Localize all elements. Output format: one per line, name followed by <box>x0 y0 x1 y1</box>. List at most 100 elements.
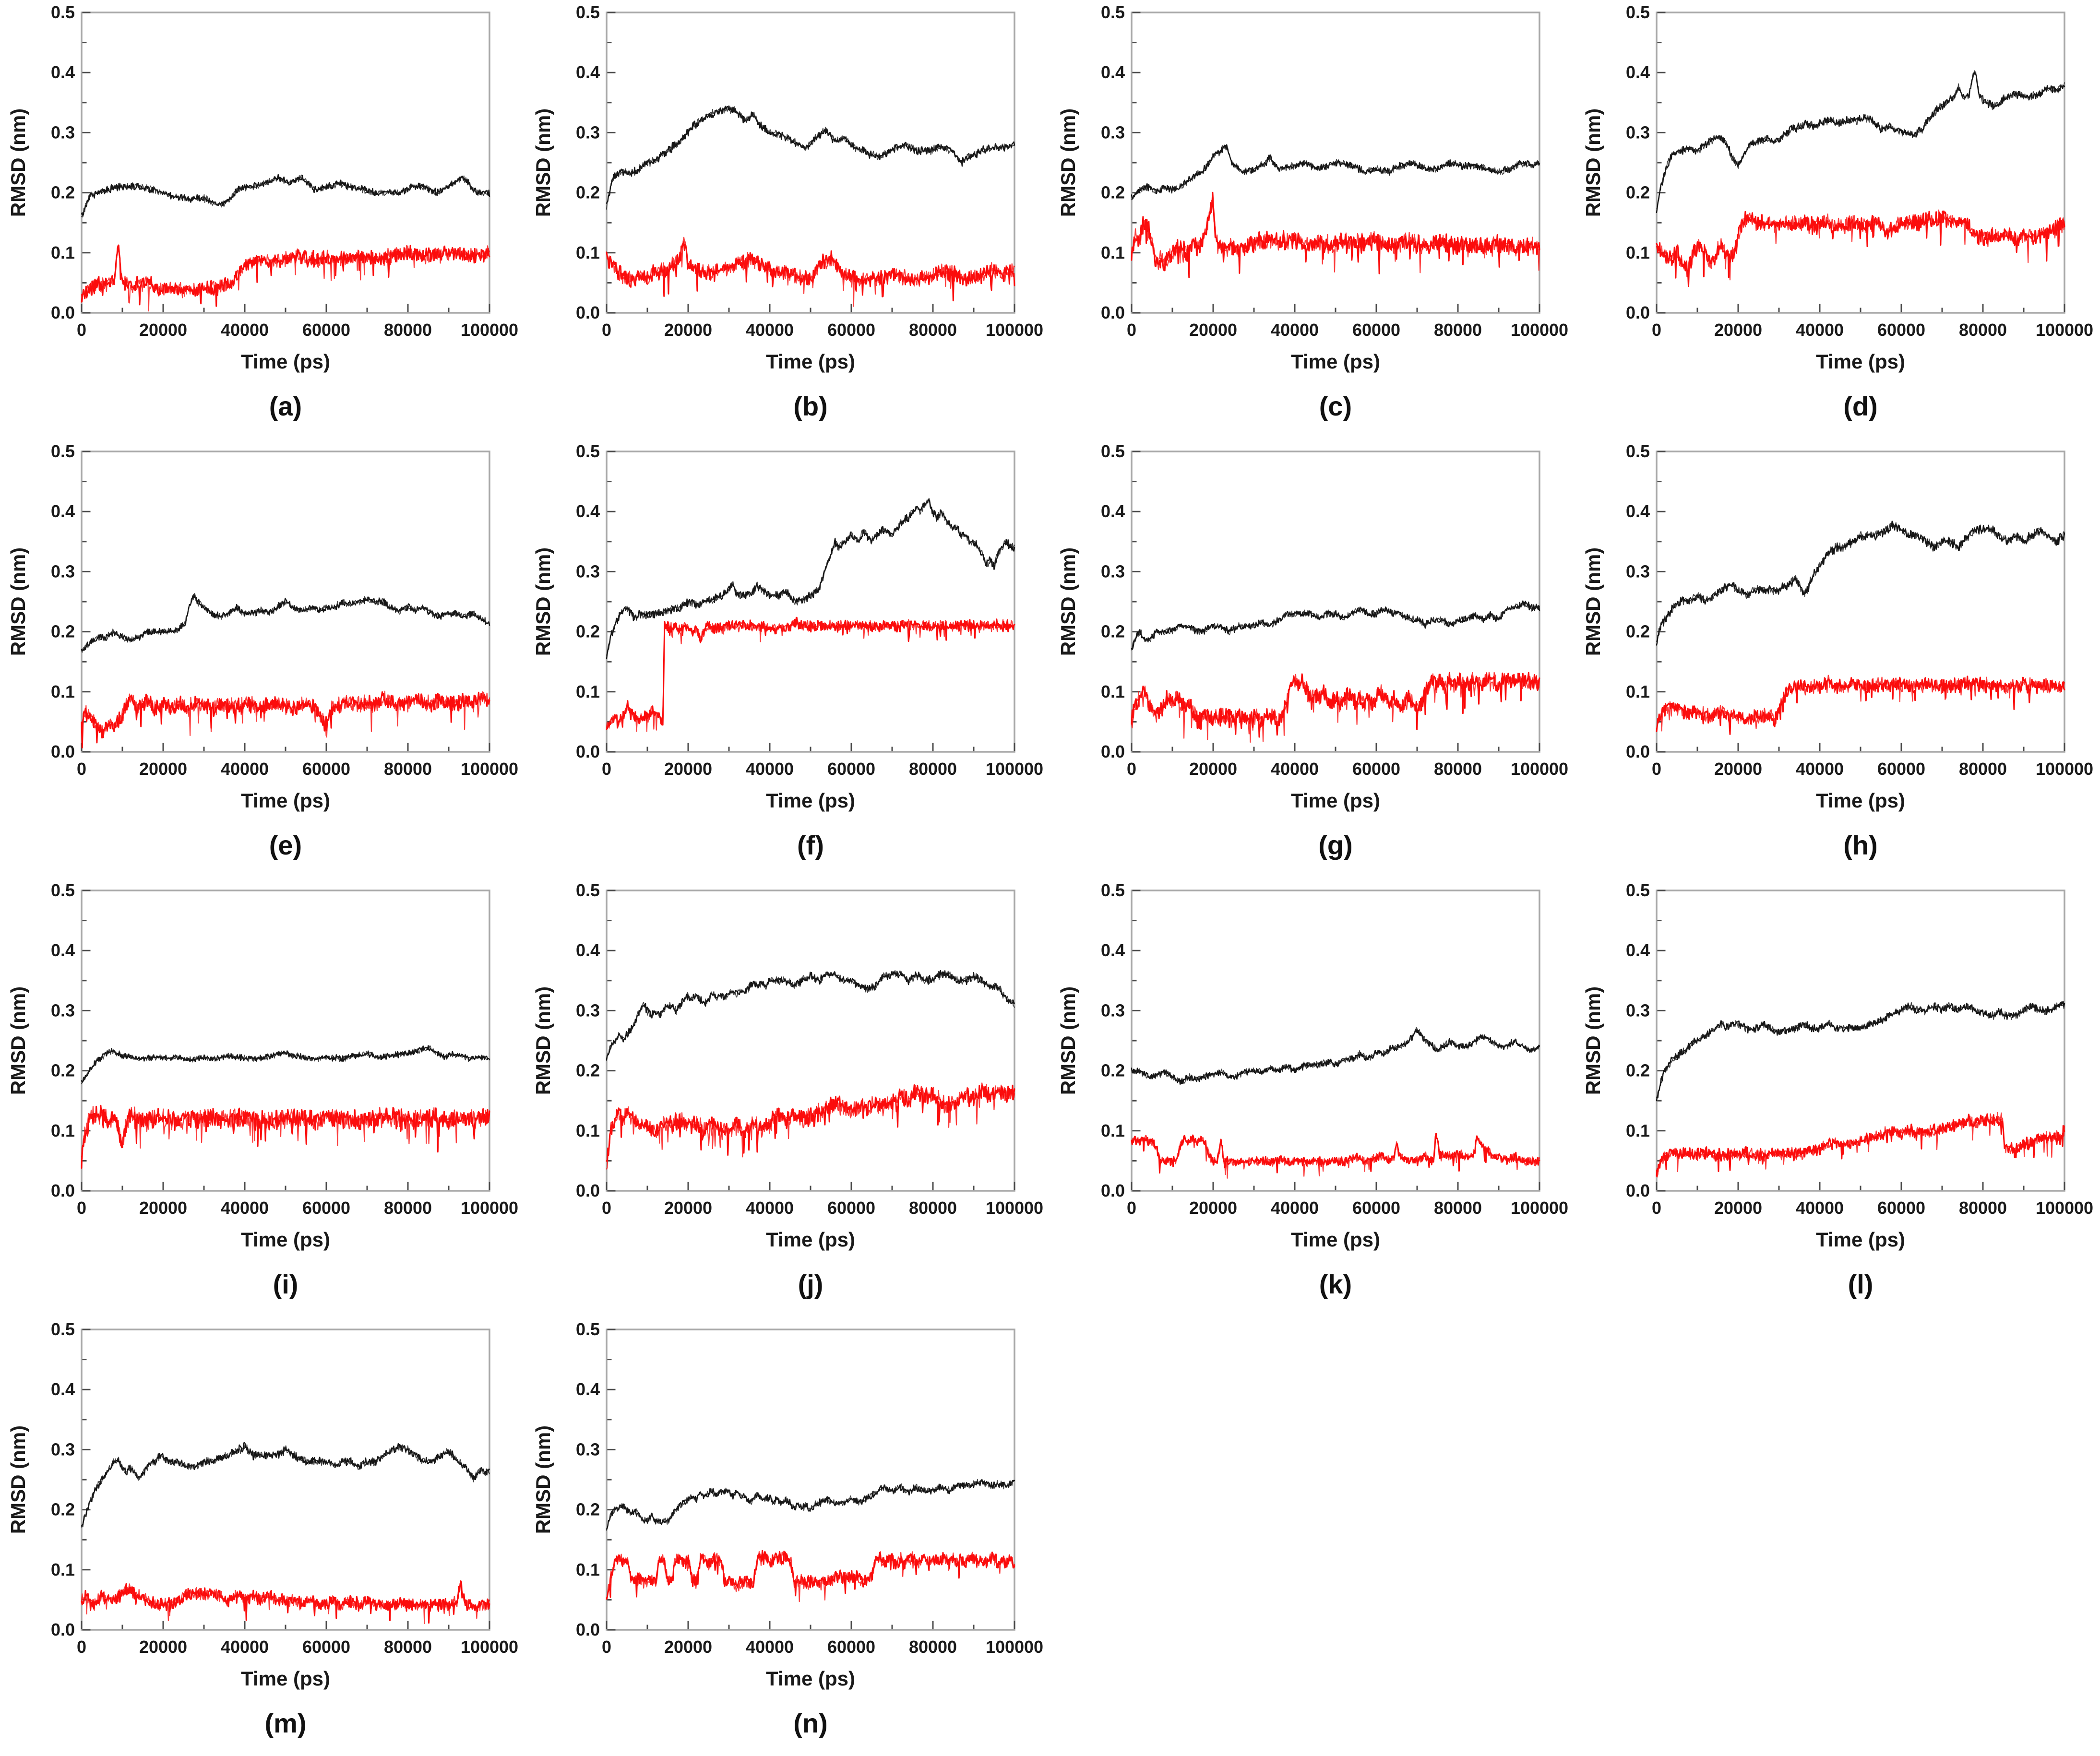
series-red <box>606 1551 1015 1602</box>
x-axis-tick-label: 100000 <box>2036 759 2093 779</box>
y-axis-tick-label: 0.3 <box>51 1000 75 1020</box>
y-axis-tick-label: 0.5 <box>1626 2 1650 22</box>
y-axis-tick-label: 0.5 <box>51 2 75 22</box>
series-black <box>1131 144 1540 200</box>
y-axis-tick-label: 0.0 <box>1101 742 1125 761</box>
x-axis-tick-label: 60000 <box>1352 759 1400 779</box>
chart-panel-g: 0.0 0.1 0.2 0.3 0.4 0.5 0 20000 40000 60000 80000 1… <box>1050 439 1575 878</box>
y-axis-tick-label: 0.5 <box>51 441 75 461</box>
chart-svg-k: 0.0 0.1 0.2 0.3 0.4 0.5 0 20000 40000 60000 80000 1… <box>1057 880 1568 1299</box>
y-axis-tick-label: 0.3 <box>1101 561 1125 581</box>
y-axis-tick-label: 0.1 <box>1626 682 1650 701</box>
x-axis-tick-label: 80000 <box>909 1198 957 1218</box>
y-axis-label: RMSD (nm) <box>1057 547 1079 656</box>
x-axis-tick-label: 0 <box>1652 320 1661 340</box>
y-axis-tick-label: 0.1 <box>51 243 75 262</box>
plot-area <box>1131 451 1540 753</box>
series-red <box>606 1082 1015 1170</box>
x-axis-tick-label: 60000 <box>827 1198 875 1218</box>
series-red <box>81 1582 490 1625</box>
x-axis-tick-label: 0 <box>77 759 86 779</box>
x-axis-label: Time (ps) <box>766 789 855 812</box>
x-axis-tick-label: 80000 <box>384 759 432 779</box>
x-axis-tick-label: 20000 <box>664 320 712 340</box>
chart-svg-e: 0.0 0.1 0.2 0.3 0.4 0.5 0 20000 40000 60000 80000 1… <box>7 441 518 860</box>
y-axis-label: RMSD (nm) <box>532 986 554 1095</box>
y-axis-tick-label: 0.4 <box>1101 940 1125 960</box>
y-axis-tick-label: 0.4 <box>576 940 600 960</box>
x-axis-tick-label: 60000 <box>302 320 350 340</box>
x-axis-tick-label: 100000 <box>986 759 1043 779</box>
chart-svg-i: 0.0 0.1 0.2 0.3 0.4 0.5 0 20000 40000 60000 80000 1… <box>7 880 518 1299</box>
chart-svg-f: 0.0 0.1 0.2 0.3 0.4 0.5 0 20000 40000 60000 80000 1… <box>532 441 1043 860</box>
y-axis-tick-label: 0.5 <box>576 880 600 900</box>
plot-area <box>81 1329 490 1631</box>
x-axis-tick-label: 40000 <box>1796 759 1844 779</box>
x-axis-tick-label: 0 <box>1652 759 1661 779</box>
y-axis-tick-label: 0.0 <box>51 303 75 322</box>
chart-svg-m: 0.0 0.1 0.2 0.3 0.4 0.5 0 20000 40000 60000 80000 1… <box>7 1319 518 1738</box>
y-axis-label: RMSD (nm) <box>532 1425 554 1534</box>
x-axis-tick-label: 80000 <box>384 1198 432 1218</box>
panel-caption: (c) <box>1319 391 1352 421</box>
y-axis-tick-label: 0.5 <box>576 441 600 461</box>
x-axis-tick-label: 60000 <box>1877 759 1925 779</box>
x-axis-tick-label: 20000 <box>664 1637 712 1657</box>
y-axis-tick-label: 0.2 <box>1626 183 1650 202</box>
x-axis-tick-label: 100000 <box>461 320 518 340</box>
series-black <box>1656 1002 2065 1099</box>
series-black <box>606 105 1015 210</box>
chart-panel-k: 0.0 0.1 0.2 0.3 0.4 0.5 0 20000 40000 60000 80000 1… <box>1050 878 1575 1317</box>
chart-svg-j: 0.0 0.1 0.2 0.3 0.4 0.5 0 20000 40000 60000 80000 1… <box>532 880 1043 1299</box>
y-axis-tick-label: 0.3 <box>1626 1000 1650 1020</box>
y-axis-tick-label: 0.0 <box>51 1620 75 1639</box>
series-black <box>606 498 1015 656</box>
panel-caption: (i) <box>273 1269 298 1299</box>
x-axis-tick-label: 100000 <box>1511 759 1568 779</box>
x-axis-tick-label: 0 <box>77 1198 86 1218</box>
x-axis-tick-label: 20000 <box>1714 759 1762 779</box>
chart-panel-i: 0.0 0.1 0.2 0.3 0.4 0.5 0 20000 40000 60000 80000 1… <box>0 878 525 1317</box>
x-axis-tick-label: 60000 <box>827 759 875 779</box>
x-axis-tick-label: 0 <box>602 1198 611 1218</box>
y-axis-tick-label: 0.2 <box>1101 183 1125 202</box>
y-axis-tick-label: 0.1 <box>576 1560 600 1579</box>
y-axis-label: RMSD (nm) <box>1582 108 1604 217</box>
series-black <box>1656 1001 2065 1102</box>
chart-svg-g: 0.0 0.1 0.2 0.3 0.4 0.5 0 20000 40000 60000 80000 1… <box>1057 441 1568 860</box>
y-axis-tick-label: 0.0 <box>576 1620 600 1639</box>
y-axis-tick-label: 0.3 <box>576 1439 600 1459</box>
y-axis-label: RMSD (nm) <box>1057 986 1079 1095</box>
chart-panel-f: 0.0 0.1 0.2 0.3 0.4 0.5 0 20000 40000 60000 80000 1… <box>525 439 1050 878</box>
y-axis-tick-label: 0.1 <box>1101 243 1125 262</box>
x-axis-tick-label: 40000 <box>746 1637 794 1657</box>
series-red <box>606 617 1015 732</box>
x-axis-tick-label: 40000 <box>221 759 269 779</box>
plot-area <box>81 451 490 753</box>
y-axis-tick-label: 0.4 <box>51 940 75 960</box>
x-axis-tick-label: 40000 <box>221 1198 269 1218</box>
y-axis-tick-label: 0.4 <box>576 1379 600 1399</box>
y-axis-tick-label: 0.4 <box>1626 62 1650 82</box>
plot-area <box>1656 12 2065 314</box>
x-axis-tick-label: 80000 <box>1959 759 2007 779</box>
chart-panel-n: 0.0 0.1 0.2 0.3 0.4 0.5 0 20000 40000 60000 80000 1… <box>525 1317 1050 1756</box>
panel-caption: (b) <box>793 391 828 421</box>
y-axis-label: RMSD (nm) <box>1057 108 1079 217</box>
y-axis-tick-label: 0.2 <box>1101 1061 1125 1080</box>
x-axis-tick-label: 0 <box>77 1637 86 1657</box>
y-axis-tick-label: 0.4 <box>51 501 75 521</box>
y-axis-tick-label: 0.5 <box>576 2 600 22</box>
series-red <box>606 237 1015 307</box>
x-axis-label: Time (ps) <box>241 1667 330 1690</box>
x-axis-label: Time (ps) <box>766 350 855 373</box>
series-black <box>1131 145 1540 201</box>
y-axis-tick-label: 0.5 <box>51 880 75 900</box>
x-axis-tick-label: 20000 <box>1189 759 1237 779</box>
x-axis-label: Time (ps) <box>766 1228 855 1251</box>
panel-caption: (l) <box>1848 1269 1873 1299</box>
y-axis-tick-label: 0.3 <box>576 1000 600 1020</box>
x-axis-tick-label: 0 <box>602 759 611 779</box>
series-black <box>1131 1029 1540 1085</box>
